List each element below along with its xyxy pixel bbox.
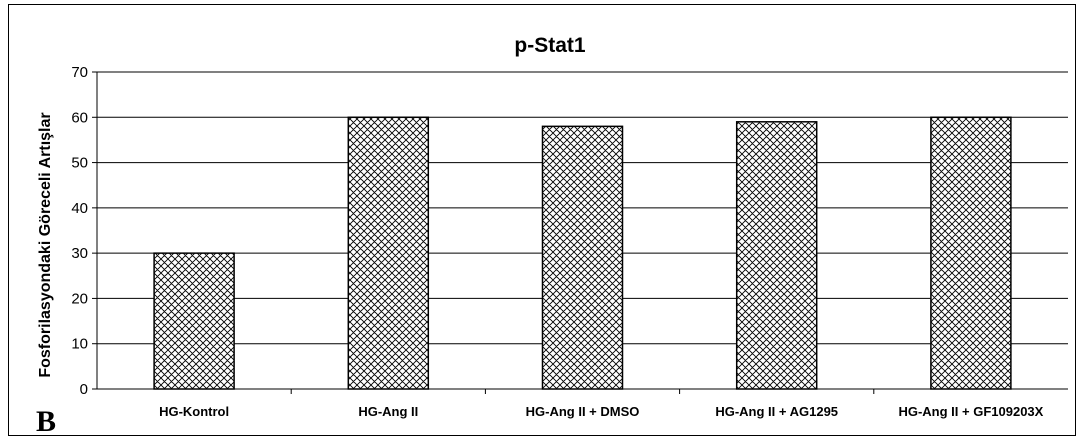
y-axis-title: Fosforilasyondaki Göreceli Artışlar [37, 112, 54, 377]
panel-label: B [36, 405, 56, 438]
y-tick-label: 40 [71, 200, 88, 217]
y-tick-label: 0 [80, 381, 88, 398]
bar [347, 116, 430, 390]
y-tick-label: 50 [71, 155, 88, 172]
x-category-label: HG-Ang II + DMSO [526, 404, 640, 419]
chart-title: p-Stat1 [514, 34, 585, 57]
y-tick-label: 70 [71, 64, 88, 81]
y-tick-label: 20 [71, 290, 88, 307]
bar [930, 116, 1012, 390]
bar [735, 121, 818, 390]
x-category-label: HG-Kontrol [159, 404, 229, 419]
y-tick-label: 10 [71, 336, 88, 353]
y-tick-label: 30 [71, 245, 88, 262]
bar [153, 252, 235, 390]
axes: 0 10 20 30 40 50 60 70 HG-Kontrol HG-Ang II HG-Ang… [71, 64, 1068, 419]
bar [541, 125, 624, 390]
bars [153, 116, 1012, 390]
x-category-label: HG-Ang II + AG1295 [715, 404, 838, 419]
y-tick-label: 60 [71, 109, 88, 126]
x-category-label: HG-Ang II + GF109203X [898, 404, 1043, 419]
x-category-label: HG-Ang II [358, 404, 418, 419]
